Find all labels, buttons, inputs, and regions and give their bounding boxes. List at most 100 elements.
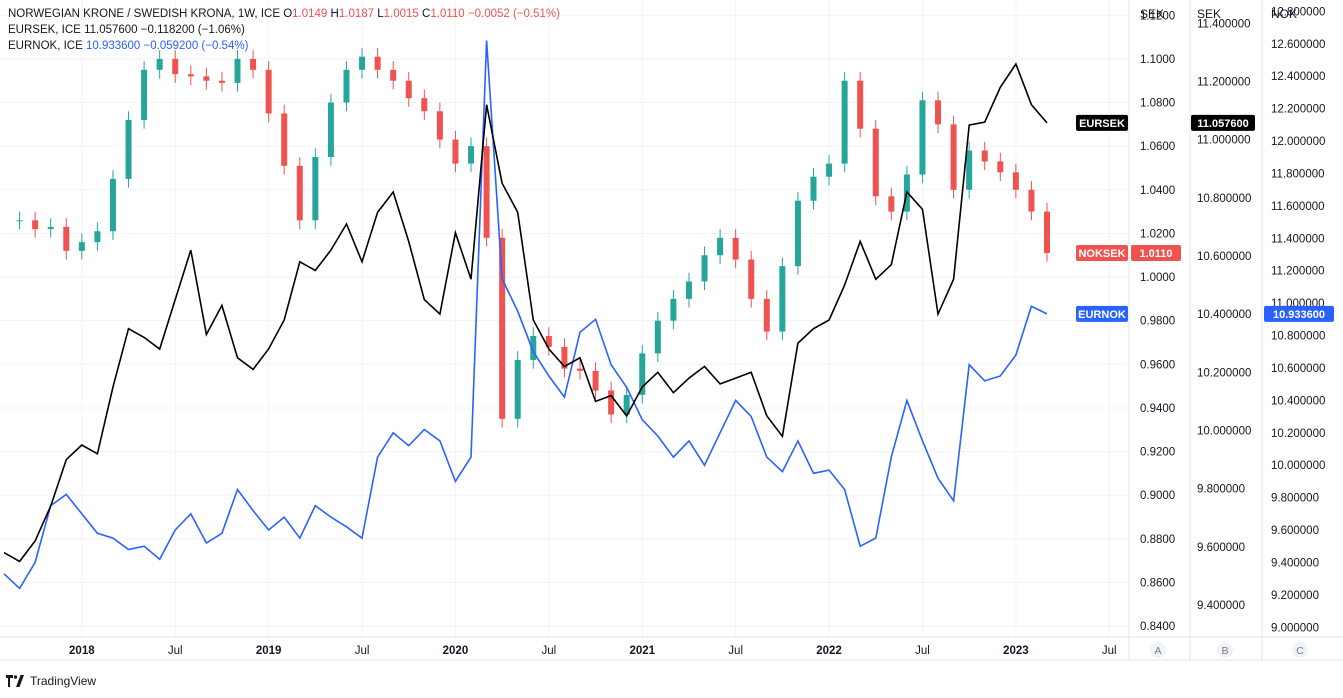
candle-body xyxy=(203,76,210,81)
scale-button-bg xyxy=(1217,642,1233,658)
legend-main-row[interactable]: NORWEGIAN KRONE / SWEDISH KRONA, 1W, ICE… xyxy=(8,6,560,22)
candle-body xyxy=(623,394,630,415)
candle-body xyxy=(919,100,926,175)
price-tags: EURSEK 11.057600 NOKSEK 1.0110 EURNOK 10.9336… xyxy=(1076,114,1334,322)
candle-body xyxy=(156,58,163,70)
candle-body xyxy=(141,69,148,120)
eursek-tag: EURSEK xyxy=(1079,118,1125,130)
axis-tick-label: 11.400000 xyxy=(1271,233,1325,245)
scale-button-label: C xyxy=(1296,645,1304,657)
axis-tick-label: 9.400000 xyxy=(1197,600,1245,612)
candle-body xyxy=(296,165,303,221)
eurnok-value: 10.933600 xyxy=(85,40,141,52)
scale-button[interactable]: B xyxy=(1217,642,1233,658)
eursek-price-tag-bg xyxy=(1191,114,1255,131)
candle-body xyxy=(810,176,817,201)
axis-tick-label: 9.400000 xyxy=(1271,557,1319,569)
candle-body xyxy=(499,237,506,419)
ohlc-close-label: C xyxy=(422,8,431,20)
eurnok-tag-bg xyxy=(1076,305,1128,322)
candle-body xyxy=(841,80,848,164)
scale-button-bg xyxy=(1150,642,1166,658)
candle-body xyxy=(359,56,366,70)
eursek-name: EURSEK, ICE xyxy=(8,24,81,36)
time-axis-label: Jul xyxy=(728,645,743,657)
axis-header-label: SEK xyxy=(1197,7,1221,21)
candle-body xyxy=(794,200,801,267)
axis-header-label: NOK xyxy=(1271,7,1297,21)
candle-body xyxy=(452,139,459,164)
axis-tick-label: 1.1000 xyxy=(1140,54,1175,66)
axis-tick-label: 10.000000 xyxy=(1271,460,1325,472)
axis-tick-label: 0.9400 xyxy=(1140,403,1175,415)
candle-body xyxy=(421,98,428,112)
axis-tick-label: 1.0400 xyxy=(1140,185,1175,197)
candle-body xyxy=(374,56,381,70)
candle-body xyxy=(468,146,475,164)
legend-eurnok-row[interactable]: EURNOK, ICE 10.933600 −0.059200 (−0.54%) xyxy=(8,38,560,54)
candle-body xyxy=(717,237,724,256)
axis-tick-label: 0.9800 xyxy=(1140,316,1175,328)
candle-body xyxy=(966,150,973,190)
axis-tick-label: 12.200000 xyxy=(1271,104,1325,116)
candle-body xyxy=(16,220,23,222)
ohlc-close: 1.0110 xyxy=(430,8,465,20)
scale-button[interactable]: C xyxy=(1292,642,1308,658)
ohlc-high-label: H xyxy=(330,8,339,20)
scale-button[interactable]: A xyxy=(1150,642,1166,658)
axis-tick-label: 10.200000 xyxy=(1271,428,1325,440)
tradingview-branding[interactable]: TradingView xyxy=(6,674,96,688)
candle-body xyxy=(685,281,692,299)
axis-tick-label: 10.200000 xyxy=(1197,367,1251,379)
price-axes[interactable]: SEK SEK NOK 1.1200 1.1000 1.0800 1.0600 1.0400 1… xyxy=(0,0,1343,661)
axis-tick-label: 11.600000 xyxy=(1271,201,1325,213)
candle-body xyxy=(561,346,568,369)
eursek-change: −0.118200 (−1.06%) xyxy=(140,24,245,36)
noksek-price-tag-bg xyxy=(1131,245,1181,262)
eurnok-change: −0.059200 (−0.54%) xyxy=(143,40,249,52)
candle-body xyxy=(748,259,755,299)
axis-tick-label: 9.800000 xyxy=(1271,493,1319,505)
axis-tick-label: 10.600000 xyxy=(1197,251,1251,263)
axis-tick-label: 0.8800 xyxy=(1140,534,1175,546)
noksek-price-tag: 1.0110 xyxy=(1139,248,1172,260)
candle-body xyxy=(935,100,942,125)
candle-body xyxy=(312,157,319,221)
axis-tick-label: 1.0800 xyxy=(1140,98,1175,110)
ohlc-low-label: L xyxy=(377,8,384,20)
time-axis-label: 2022 xyxy=(816,645,842,657)
candle-body xyxy=(670,298,677,321)
candle-body xyxy=(94,231,101,243)
time-axis-label: 2023 xyxy=(1003,645,1029,657)
axis-tick-label: 1.1200 xyxy=(1140,10,1175,22)
axis-tick-label: 12.400000 xyxy=(1271,71,1325,83)
candle-body xyxy=(109,178,116,232)
eurnok-price-tag-bg xyxy=(1264,305,1334,322)
eurnok-price-tag: 10.933600 xyxy=(1273,309,1325,321)
candle-body xyxy=(639,353,646,395)
time-axis-label: Jul xyxy=(541,645,556,657)
eursek-series-line xyxy=(3,62,1048,563)
axis-tick-label: 11.200000 xyxy=(1271,266,1325,278)
time-axis[interactable]: 2018 Jul 2019 Jul 2020 Jul 2021 Jul 2022 Jul 2023 J… xyxy=(69,645,1117,657)
axis-tick-label: 11.800000 xyxy=(1271,168,1325,180)
axis-tick-label: 12.800000 xyxy=(1271,6,1325,18)
axis-tick-label: 10.600000 xyxy=(1271,363,1325,375)
candle-body xyxy=(701,255,708,282)
candle-body xyxy=(483,146,490,238)
candle-body xyxy=(1012,172,1019,190)
candle-body xyxy=(857,80,864,129)
candle-body xyxy=(281,113,288,166)
time-axis-label: 2018 xyxy=(69,645,95,657)
legend-eursek-row[interactable]: EURSEK, ICE 11.057600 −0.118200 (−1.06%) xyxy=(8,22,560,38)
tradingview-brand-label: TradingView xyxy=(30,674,97,688)
ohlc-open-label: O xyxy=(283,8,293,20)
axis-tick-label: 0.9000 xyxy=(1140,490,1175,502)
axis-tick-label: 0.9200 xyxy=(1140,447,1175,459)
candle-body xyxy=(872,128,879,197)
scale-button-label: A xyxy=(1154,645,1161,657)
axis-tick-label: 11.000000 xyxy=(1197,135,1251,147)
candle-body xyxy=(47,226,54,230)
main-symbol-title: NORWEGIAN KRONE / SWEDISH KRONA, 1W, ICE xyxy=(8,8,280,20)
